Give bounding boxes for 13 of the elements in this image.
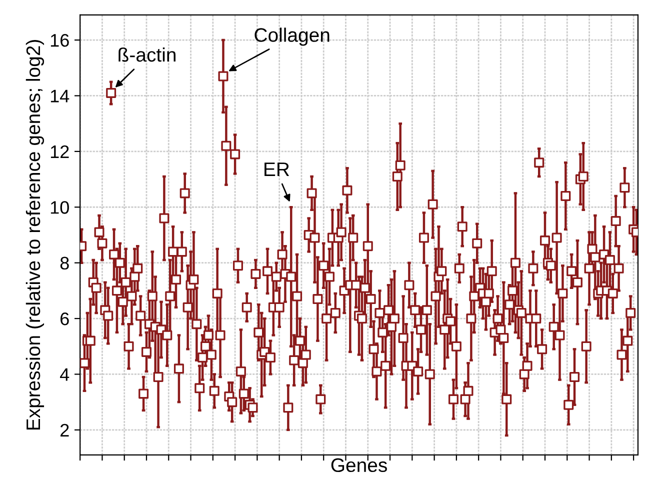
y-tick-label: 4 bbox=[60, 368, 70, 381]
y-tick-label: 10 bbox=[50, 201, 69, 214]
y-tick-label: 8 bbox=[60, 256, 69, 270]
annotation: ß-actin bbox=[118, 47, 176, 62]
y-axis-title: Expression (relative to reference genes; log2) bbox=[26, 40, 44, 430]
annotation: ER bbox=[264, 162, 290, 176]
y-tick-label: 16 bbox=[50, 34, 69, 47]
annotation: Collagen bbox=[254, 28, 330, 46]
y-tick-label: 2 bbox=[60, 424, 69, 436]
y-tick-label: 12 bbox=[50, 145, 69, 158]
y-tick-label: 6 bbox=[60, 312, 69, 326]
x-axis-title: Genes bbox=[331, 458, 387, 472]
y-tick-label: 14 bbox=[50, 90, 70, 102]
